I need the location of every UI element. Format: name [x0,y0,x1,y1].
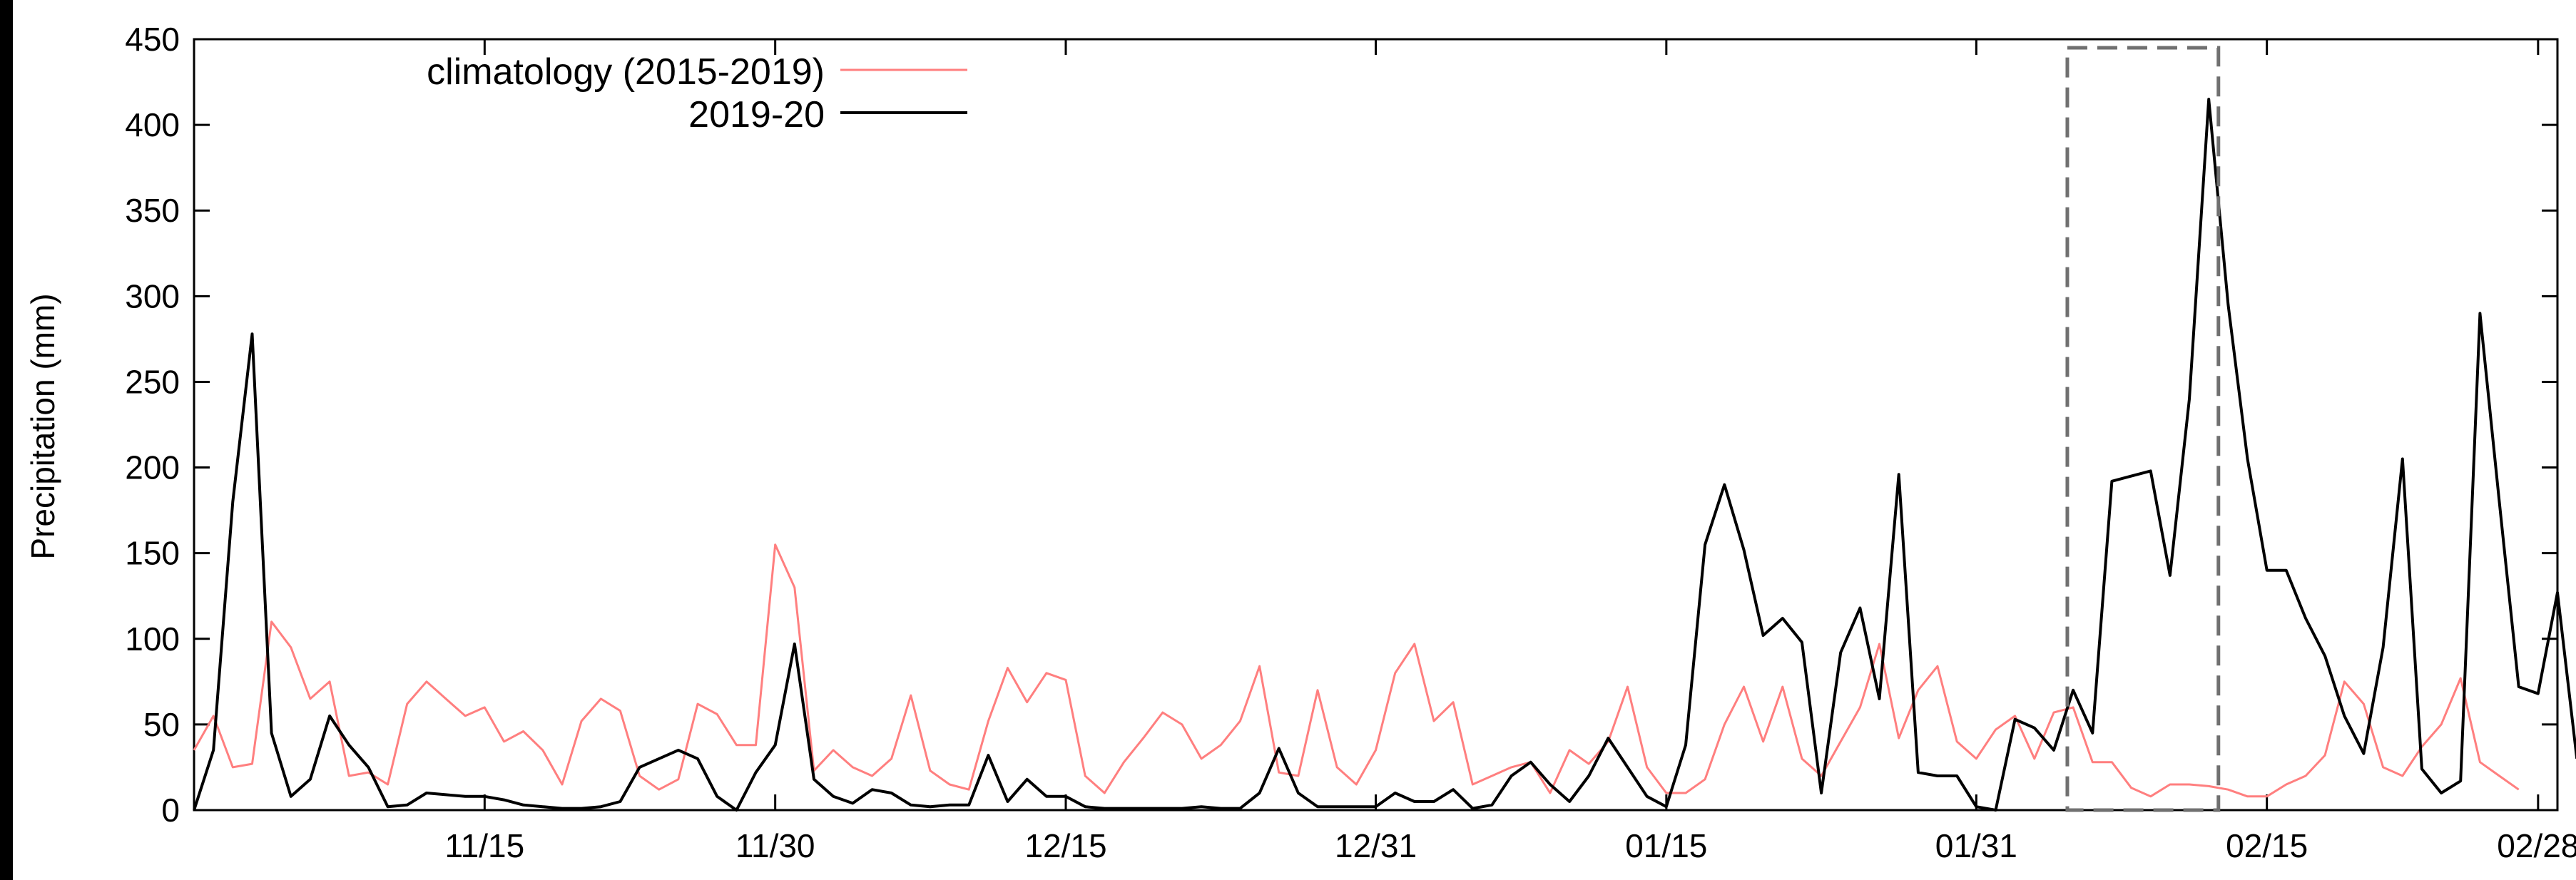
x-tick-label: 01/15 [1625,827,1707,864]
x-tick-label: 11/30 [735,827,815,864]
plot-area-frame [193,38,2559,812]
y-tick-label: 50 [143,706,180,743]
chart-panel: 0 50 100 150 200 250 300 350 400 450 11/15 11/30 12… [13,0,2576,880]
x-tick-label: 12/31 [1335,827,1417,864]
y-tick-label: 450 [125,21,180,58]
x-tick-label: 02/28 [2497,827,2576,864]
legend-label-climatology: climatology (2015-2019) [427,51,825,93]
y-tick-label: 100 [125,620,180,658]
y-tick-label: 250 [125,363,180,400]
y-axis-ticks: 0 50 100 150 200 250 300 350 400 450 [125,21,2557,829]
series-line-climatology [193,543,2520,798]
x-axis-ticks: 11/15 11/30 12/15 12/31 01/15 01/31 02/15 02/28 [444,39,2576,864]
precipitation-line-chart: 0 50 100 150 200 250 300 350 400 450 11/15 11/30 12… [24,21,2576,864]
y-tick-label: 350 [125,192,180,229]
y-tick-label: 0 [161,792,180,829]
y-tick-label: 200 [125,449,180,486]
highlight-box [2065,46,2221,812]
y-tick-label: 400 [125,106,180,143]
x-tick-label: 11/15 [444,827,524,864]
series-line-2019-20 [193,98,2576,812]
series-layer [193,98,2576,812]
y-tick-label: 150 [125,535,180,572]
legend-label-2019-20: 2019-20 [688,94,825,135]
x-tick-label: 12/15 [1024,827,1106,864]
x-tick-label: 02/15 [2226,827,2308,864]
x-tick-label: 01/31 [1935,827,2017,864]
y-tick-label: 300 [125,277,180,314]
legend: climatology (2015-2019) 2019-20 [427,51,967,135]
y-axis-label: Precipitation (mm) [24,293,61,559]
